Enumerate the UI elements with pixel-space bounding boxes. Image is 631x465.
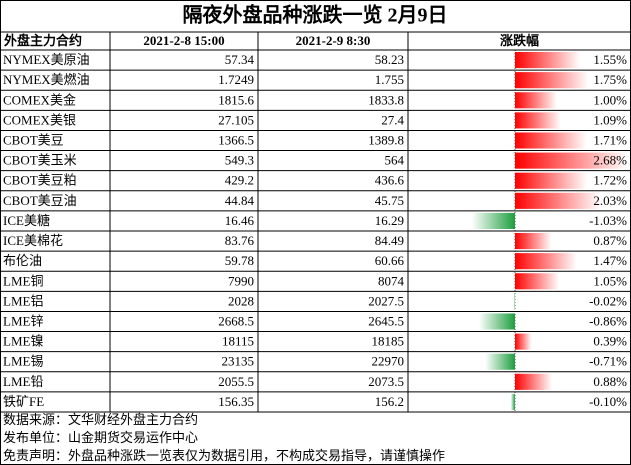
contract-name: COMEX美银 — [3, 112, 76, 127]
change-bar — [515, 52, 581, 69]
contract-name: NYMEX美燃油 — [3, 72, 90, 87]
contract-name: 铁矿FE — [3, 394, 44, 409]
change-label: 2.68% — [593, 153, 627, 168]
change-label: 1.71% — [593, 132, 627, 147]
change-bar — [515, 192, 601, 209]
change-label: 0.88% — [593, 374, 627, 389]
change-bar — [515, 233, 552, 250]
contract-name: LME镍 — [3, 334, 43, 349]
price-after: 60.66 — [375, 253, 405, 268]
price-after: 1389.8 — [368, 132, 404, 147]
price-before: 2028 — [228, 293, 254, 308]
contract-name: NYMEX美原油 — [3, 52, 90, 67]
change-bar — [485, 353, 515, 370]
price-after: 2073.5 — [368, 374, 404, 389]
price-after: 156.2 — [375, 394, 404, 409]
change-label: 1.05% — [593, 273, 627, 288]
price-before: 57.34 — [225, 52, 255, 67]
change-bar — [471, 212, 515, 229]
price-after: 22970 — [372, 354, 405, 369]
change-bar — [515, 333, 532, 350]
price-before: 59.78 — [225, 253, 254, 268]
price-before: 18115 — [222, 334, 254, 349]
contract-name: LME铅 — [3, 374, 43, 389]
price-after: 1.755 — [375, 72, 404, 87]
price-before: 7990 — [228, 273, 254, 288]
contract-name: COMEX美金 — [3, 92, 76, 107]
contract-name: CBOT美豆粕 — [3, 173, 77, 188]
price-before: 1.7249 — [218, 72, 254, 87]
change-label: 1.75% — [593, 72, 627, 87]
contract-name: ICE美棉花 — [3, 233, 63, 248]
footer-line: 免责声明：外盘品种涨跌一览表仅为数据引用，不构成交易指导，请谨慎操作 — [3, 448, 445, 463]
header-cell: 2021-2-9 8:30 — [296, 33, 371, 48]
change-bar — [515, 72, 589, 89]
price-before: 549.3 — [225, 153, 254, 168]
price-after: 2027.5 — [368, 293, 404, 308]
header-cell: 外盘主力合约 — [3, 33, 82, 48]
price-after: 18185 — [372, 334, 405, 349]
price-before: 1366.5 — [218, 132, 254, 147]
change-bar — [515, 92, 557, 109]
change-label: -0.02% — [589, 293, 627, 308]
contract-name: CBOT美豆油 — [3, 193, 77, 208]
change-label: 1.09% — [593, 112, 627, 127]
contract-name: LME锌 — [3, 313, 43, 328]
price-before: 27.105 — [218, 112, 254, 127]
change-label: -0.10% — [589, 394, 627, 409]
change-bar — [515, 273, 560, 290]
change-bar — [515, 152, 628, 169]
price-after: 1833.8 — [368, 92, 404, 107]
price-before: 2055.5 — [218, 374, 254, 389]
contract-name: LME锡 — [3, 354, 43, 369]
price-after: 84.49 — [375, 233, 404, 248]
change-bar — [515, 112, 561, 129]
change-bar — [515, 132, 587, 149]
change-bar — [515, 373, 552, 390]
price-before: 23135 — [222, 354, 255, 369]
change-label: 2.03% — [593, 193, 627, 208]
price-after: 436.6 — [375, 173, 405, 188]
price-after: 2645.5 — [368, 313, 404, 328]
change-bar — [515, 172, 588, 189]
title: 隔夜外盘品种涨跌一览 2月9日 — [183, 3, 448, 27]
change-label: -1.03% — [589, 213, 627, 228]
change-label: 0.39% — [593, 334, 627, 349]
price-after: 564 — [385, 153, 405, 168]
price-before: 2668.5 — [218, 313, 254, 328]
change-label: 1.47% — [593, 253, 627, 268]
change-bar — [478, 313, 515, 330]
price-after: 58.23 — [375, 52, 404, 67]
price-before: 429.2 — [225, 173, 254, 188]
change-label: 1.00% — [593, 92, 627, 107]
contract-name: 布伦油 — [3, 253, 42, 268]
price-before: 1815.6 — [218, 92, 254, 107]
change-label: 0.87% — [593, 233, 627, 248]
price-after: 8074 — [378, 273, 405, 288]
price-after: 45.75 — [375, 193, 404, 208]
contract-name: CBOT美玉米 — [3, 153, 77, 168]
contract-name: LME铝 — [3, 293, 43, 308]
price-before: 44.84 — [225, 193, 255, 208]
change-label: 1.72% — [593, 173, 627, 188]
contract-name: ICE美糖 — [3, 213, 50, 228]
footer-line: 数据来源：文华财经外盘主力合约 — [3, 412, 198, 427]
change-label: 1.55% — [593, 52, 627, 67]
change-bar — [515, 253, 577, 270]
change-label: -0.71% — [589, 354, 627, 369]
contract-name: LME铜 — [3, 273, 43, 288]
contract-name: CBOT美豆 — [3, 132, 64, 147]
price-after: 16.29 — [375, 213, 404, 228]
change-bar — [514, 293, 515, 310]
price-before: 83.76 — [225, 233, 255, 248]
header-cell: 2021-2-8 15:00 — [143, 33, 224, 48]
header-cell: 涨跌幅 — [499, 33, 539, 48]
price-before: 16.46 — [225, 213, 255, 228]
change-bar — [510, 393, 515, 410]
price-before: 156.35 — [218, 394, 254, 409]
price-after: 27.4 — [381, 112, 404, 127]
footer-line: 发布单位：山金期货交易运作中心 — [3, 430, 198, 445]
change-label: -0.86% — [589, 313, 627, 328]
